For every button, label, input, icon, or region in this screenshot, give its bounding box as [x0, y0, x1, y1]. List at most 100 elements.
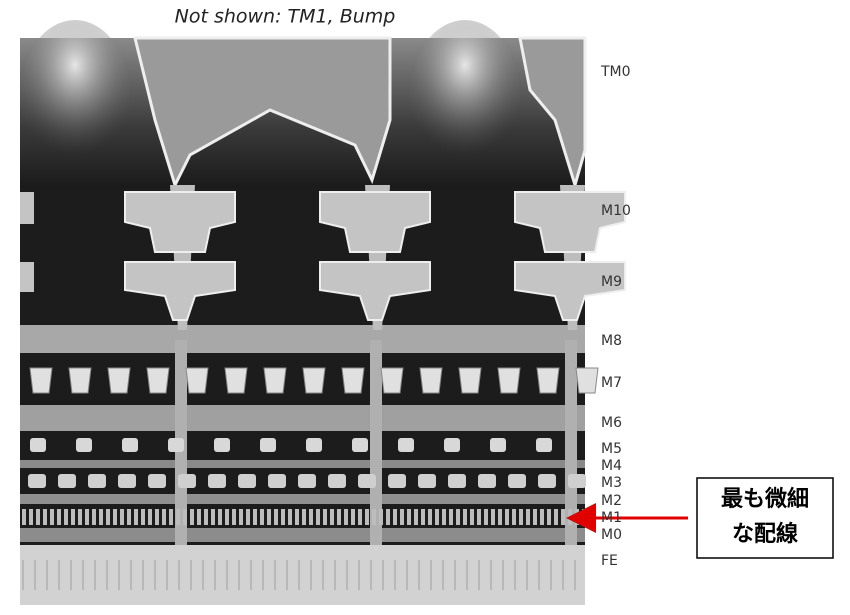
- fe-gate: [202, 560, 204, 590]
- layer-label: TM0: [600, 64, 631, 80]
- m1-line: [274, 509, 278, 525]
- m7-line: [458, 367, 482, 394]
- fe-gate: [166, 560, 168, 590]
- m1-line: [365, 509, 369, 525]
- layer-label: M1: [601, 510, 622, 526]
- m1-line: [99, 509, 103, 525]
- m5-line: [490, 438, 506, 452]
- fe-gate: [526, 560, 528, 590]
- m7-line: [146, 367, 170, 394]
- caption: Not shown: TM1, Bump: [175, 6, 396, 28]
- m7-line: [575, 367, 599, 394]
- m5-line: [122, 438, 138, 452]
- m1-line: [554, 509, 558, 525]
- fe-gate: [562, 560, 564, 590]
- fe-gate: [466, 560, 468, 590]
- fe-gate: [154, 560, 156, 590]
- fe-gate: [418, 560, 420, 590]
- m1-line: [568, 509, 572, 525]
- m5-line: [536, 438, 552, 452]
- fe-gate: [322, 560, 324, 590]
- m5-line: [30, 438, 46, 452]
- m1-line: [106, 509, 110, 525]
- callout-line: な配線: [732, 521, 798, 547]
- m1-line: [225, 509, 229, 525]
- m1-line: [64, 509, 68, 525]
- m3-line: [478, 474, 496, 488]
- m4-band: [20, 460, 585, 468]
- fe-gate: [502, 560, 504, 590]
- m3-line: [538, 474, 556, 488]
- m7-line: [185, 367, 209, 394]
- m1-line: [344, 509, 348, 525]
- m1-line: [526, 509, 530, 525]
- m1-line: [428, 509, 432, 525]
- layer-label: M6: [601, 415, 622, 431]
- fe-region: [20, 545, 585, 605]
- m1-line: [540, 509, 544, 525]
- m1-line: [260, 509, 264, 525]
- m1-line: [295, 509, 299, 525]
- m9-edge: [20, 262, 34, 292]
- m1-line: [22, 509, 26, 525]
- m1-line: [435, 509, 439, 525]
- m1-line: [71, 509, 75, 525]
- m1-line: [36, 509, 40, 525]
- m1-line: [232, 509, 236, 525]
- fe-gate: [274, 560, 276, 590]
- m1-line: [267, 509, 271, 525]
- m3-line: [118, 474, 136, 488]
- m9-line: [319, 261, 431, 321]
- m7-line: [107, 367, 131, 394]
- m1-line: [561, 509, 565, 525]
- m1-line: [323, 509, 327, 525]
- m5-line: [260, 438, 276, 452]
- m1-line: [512, 509, 516, 525]
- m3-line: [568, 474, 586, 488]
- layer-label: FE: [601, 553, 618, 569]
- m7-line: [536, 367, 560, 394]
- m8-band: [20, 325, 585, 353]
- m1-line: [253, 509, 257, 525]
- m1-line: [407, 509, 411, 525]
- fe-gate: [22, 560, 24, 590]
- layer-label: M10: [601, 203, 631, 219]
- m1-line: [29, 509, 33, 525]
- m1-line: [302, 509, 306, 525]
- m1-line: [288, 509, 292, 525]
- layer-label: M8: [601, 333, 622, 349]
- m1-line: [421, 509, 425, 525]
- m1-line: [477, 509, 481, 525]
- m1-line: [547, 509, 551, 525]
- m1-line: [92, 509, 96, 525]
- m5-line: [214, 438, 230, 452]
- layer-label: M7: [601, 375, 622, 391]
- fe-gate: [250, 560, 252, 590]
- m1-line: [351, 509, 355, 525]
- m1-line: [519, 509, 523, 525]
- fe-gate: [382, 560, 384, 590]
- m3-line: [298, 474, 316, 488]
- via-strip: [370, 340, 382, 545]
- fe-gate: [118, 560, 120, 590]
- m1-line: [190, 509, 194, 525]
- fe-gate: [550, 560, 552, 590]
- m3-line: [238, 474, 256, 488]
- m1-line: [491, 509, 495, 525]
- m7-line: [419, 367, 443, 394]
- m1-line: [155, 509, 159, 525]
- m7-line: [224, 367, 248, 394]
- m3-line: [388, 474, 406, 488]
- m3-line: [58, 474, 76, 488]
- m1-line: [400, 509, 404, 525]
- fe-gate: [46, 560, 48, 590]
- fe-gate: [190, 560, 192, 590]
- m3-line: [88, 474, 106, 488]
- m1-line: [456, 509, 460, 525]
- fe-gate: [334, 560, 336, 590]
- m3-line: [358, 474, 376, 488]
- fe-gate: [82, 560, 84, 590]
- sem-image: [20, 20, 626, 605]
- m9-line: [124, 261, 236, 321]
